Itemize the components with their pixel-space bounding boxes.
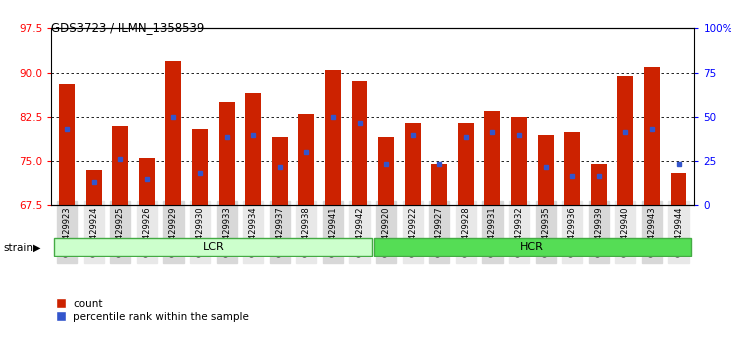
- Bar: [192, 129, 208, 205]
- Bar: [644, 67, 660, 205]
- Bar: [537, 135, 553, 205]
- Bar: [511, 117, 527, 205]
- Bar: [59, 84, 75, 205]
- Bar: [113, 126, 128, 205]
- Bar: [670, 173, 686, 205]
- Bar: [298, 114, 314, 205]
- Text: ▶: ▶: [33, 243, 40, 253]
- Legend: count, percentile rank within the sample: count, percentile rank within the sample: [56, 299, 249, 322]
- Bar: [325, 70, 341, 205]
- Bar: [352, 81, 368, 205]
- Bar: [378, 137, 394, 205]
- Bar: [165, 61, 181, 205]
- Bar: [86, 170, 102, 205]
- Bar: [564, 132, 580, 205]
- Bar: [219, 102, 235, 205]
- Bar: [431, 164, 447, 205]
- Bar: [272, 137, 288, 205]
- Bar: [618, 75, 633, 205]
- Bar: [245, 93, 261, 205]
- Bar: [139, 158, 155, 205]
- Text: GDS3723 / ILMN_1358539: GDS3723 / ILMN_1358539: [51, 21, 205, 34]
- Bar: [485, 111, 501, 205]
- Bar: [458, 123, 474, 205]
- Bar: [591, 164, 607, 205]
- Bar: [405, 123, 420, 205]
- FancyBboxPatch shape: [374, 238, 692, 256]
- FancyBboxPatch shape: [54, 238, 372, 256]
- Text: LCR: LCR: [202, 242, 224, 252]
- Text: strain: strain: [4, 243, 34, 253]
- Text: HCR: HCR: [520, 242, 545, 252]
